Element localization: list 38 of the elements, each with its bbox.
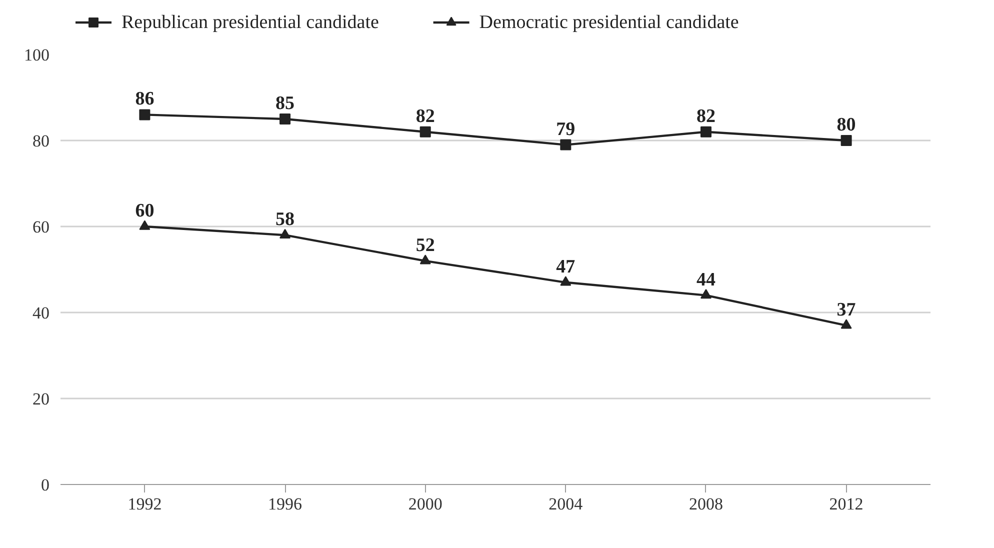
- point: [280, 228, 291, 238]
- y-tick-label: 100: [24, 46, 50, 64]
- data-label: 85: [276, 93, 295, 114]
- point: [139, 109, 150, 120]
- data-label: 52: [416, 234, 435, 256]
- y-tick-label: 20: [32, 390, 50, 408]
- legend-label: Democratic presidential candidate: [479, 12, 739, 33]
- data-label: 58: [276, 209, 295, 230]
- point: [139, 220, 150, 230]
- data-label: 37: [836, 299, 856, 320]
- y-tick-label: 80: [32, 132, 50, 150]
- data-label: 80: [836, 114, 856, 136]
- point: [700, 289, 712, 299]
- x-tick-label: 2004: [548, 494, 584, 514]
- data-label: 79: [556, 118, 576, 140]
- x-tick-label: 2012: [829, 494, 864, 514]
- legend-label: Republican presidential candidate: [122, 12, 379, 33]
- y-tick-label: 40: [32, 304, 50, 322]
- data-label: 44: [696, 269, 716, 290]
- point: [420, 126, 431, 138]
- point: [560, 276, 572, 286]
- point: [840, 135, 852, 146]
- point: [840, 319, 852, 329]
- data-label: 60: [135, 200, 154, 222]
- x-tick-label: 2000: [408, 494, 442, 514]
- y-tick-label: 0: [41, 476, 50, 494]
- point: [280, 114, 291, 124]
- point: [420, 254, 431, 264]
- x-tick-label: 1996: [268, 494, 302, 514]
- x-tick-label: 1992: [128, 494, 162, 514]
- point: [700, 126, 712, 138]
- data-label: 47: [556, 256, 576, 278]
- y-tick-label: 60: [32, 218, 50, 236]
- data-label: 82: [696, 106, 716, 127]
- point: [560, 139, 572, 150]
- data-label: 86: [135, 88, 154, 110]
- data-label: 82: [416, 106, 435, 127]
- x-tick-label: 2008: [688, 494, 723, 514]
